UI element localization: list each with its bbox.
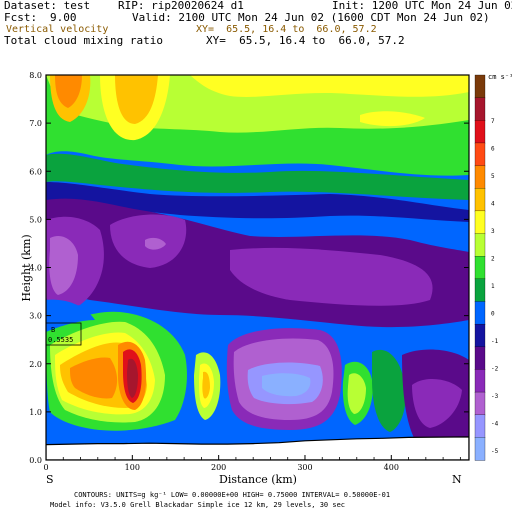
x-tick-label: 400 — [384, 463, 399, 472]
colorbar: 7 6 5 4 3 2 1 0 -1 -2 -3 -4 -5 — [474, 74, 499, 461]
annotation-value: 0.5535 — [48, 336, 73, 344]
colorbar-swatch — [474, 323, 486, 348]
x-axis-south-label: S — [46, 473, 54, 486]
contours-info: CONTOURS: UNITS=g kg⁻¹ LOW= 0.00000E+00 … — [74, 491, 390, 499]
colorbar-swatch — [474, 210, 486, 235]
colorbar-label: -5 — [491, 448, 499, 455]
colorbar-label: -1 — [491, 338, 499, 345]
colorbar-label: 4 — [491, 200, 495, 207]
x-tick-label: 0 — [43, 463, 48, 472]
colorbar-label: 2 — [491, 255, 495, 262]
x-axis-north-label: N — [452, 473, 462, 486]
field1-name: Vertical velocity — [6, 24, 109, 35]
y-tick-label: 2.0 — [29, 360, 42, 369]
x-axis-title: Distance (km) — [219, 473, 297, 486]
annotation-box: B 0.5535 — [45, 322, 82, 346]
colorbar-swatch — [474, 120, 486, 144]
y-tick-label: 5.0 — [29, 215, 42, 224]
colorbar-label: -3 — [491, 393, 499, 400]
colorbar-swatch — [474, 391, 486, 416]
colorbar-swatch — [474, 414, 486, 439]
field2-xy: XY= 65.5, 16.4 to 66.0, 57.2 — [206, 34, 405, 47]
colorbar-swatch — [474, 165, 486, 189]
colorbar-label: -2 — [491, 365, 499, 372]
model-info: Model info: V3.5.0 Grell Blackadar Simpl… — [50, 501, 345, 509]
colorbar-swatch — [474, 301, 486, 325]
colorbar-label: 0 — [491, 310, 495, 317]
colorbar-swatch — [474, 97, 486, 121]
dataset-label: Dataset: test — [4, 0, 91, 12]
y-axis-title: Height (km) — [20, 234, 33, 301]
colorbar-swatch — [474, 256, 486, 280]
y-tick-label: 0.0 — [29, 456, 42, 465]
init-time: Init: 1200 UTC Mon 24 Jun 02 — [332, 0, 512, 12]
y-tick-label: 6.0 — [29, 167, 42, 176]
colorbar-swatch — [474, 346, 486, 371]
colorbar-swatch — [474, 74, 486, 99]
rip-label: RIP: rip20020624 d1 — [118, 0, 244, 12]
annotation-label: B — [51, 326, 55, 334]
field2-name: Total cloud mixing ratio — [4, 34, 163, 47]
colorbar-label: 1 — [491, 283, 495, 290]
colorbar-label: 6 — [491, 145, 495, 152]
fcst-label: Fcst: — [4, 11, 38, 24]
colorbar-swatch — [474, 369, 486, 393]
x-tick-label: 200 — [211, 463, 226, 472]
colorbar-unit: cm s⁻¹ — [488, 73, 512, 81]
fcst-value: 9.00 — [50, 11, 77, 24]
x-tick-label: 100 — [125, 463, 140, 472]
colorbar-label: -4 — [491, 420, 499, 427]
valid-time: Valid: 2100 UTC Mon 24 Jun 02 (1600 CDT … — [132, 11, 490, 24]
colorbar-swatch — [474, 188, 486, 212]
colorbar-label: 5 — [491, 173, 495, 180]
y-tick-label: 8.0 — [29, 71, 42, 80]
x-axis: 0 100 200 300 400 — [43, 455, 461, 472]
field1-xy: XY= 65.5, 16.4 to 66.0, 57.2 — [196, 24, 377, 35]
contour-field — [46, 75, 469, 460]
y-tick-label: 1.0 — [29, 408, 42, 417]
y-tick-label: 3.0 — [29, 312, 42, 321]
x-tick-label: 300 — [297, 463, 312, 472]
y-tick-label: 7.0 — [29, 119, 42, 128]
colorbar-label: 7 — [491, 118, 495, 125]
terrain-profile — [46, 436, 469, 460]
colorbar-swatch — [474, 437, 486, 461]
colorbar-swatch — [474, 233, 486, 257]
y-axis: 0.0 1.0 2.0 3.0 4.0 5.0 6.0 7.0 8.0 — [29, 71, 469, 465]
colorbar-label: 3 — [491, 228, 495, 235]
colorbar-swatch — [474, 142, 486, 167]
colorbar-swatch — [474, 278, 486, 303]
y-tick-label: 4.0 — [29, 264, 42, 273]
